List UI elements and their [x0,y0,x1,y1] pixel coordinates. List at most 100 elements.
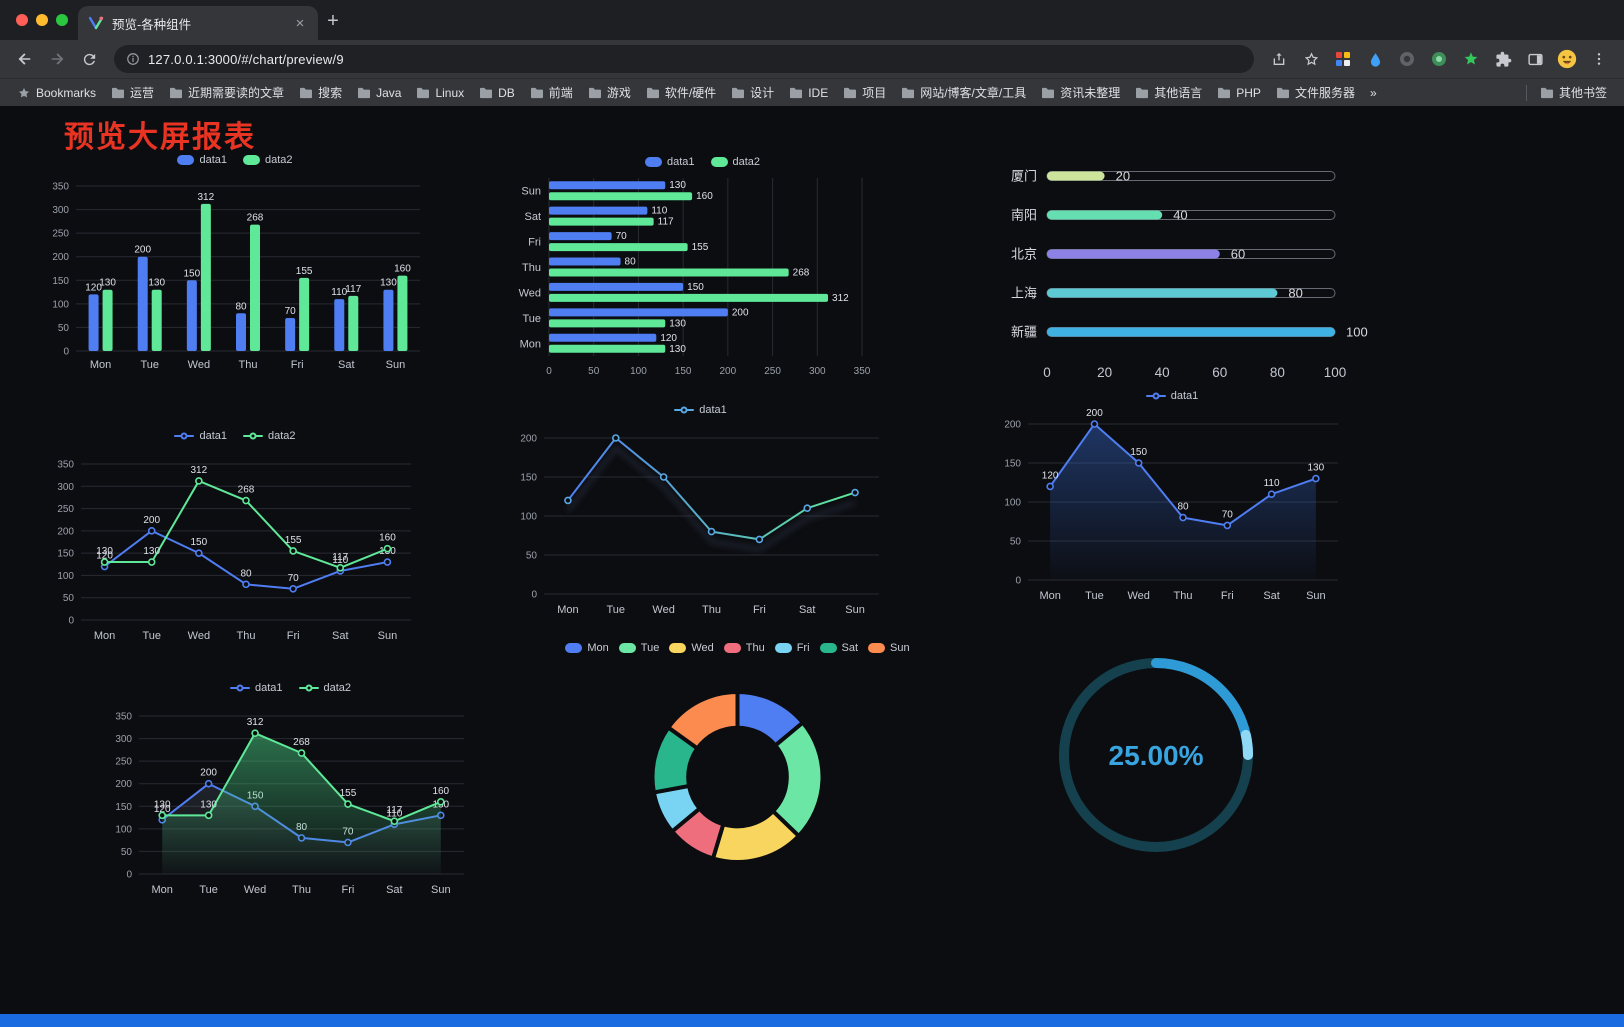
share-button[interactable] [1264,44,1294,74]
svg-text:268: 268 [247,213,264,224]
legend-item-Sun[interactable]: Sun [868,642,910,654]
legend-item-Tue[interactable]: Tue [618,642,659,654]
legend-item-data1[interactable]: data1 [229,682,283,694]
legend-item-Thu[interactable]: Thu [723,642,765,654]
new-tab-button[interactable]: + [327,9,339,32]
page-title: 预览大屏报表 [64,121,256,154]
bookmark-folder[interactable]: 搜索 [292,81,349,104]
site-info-icon[interactable] [126,52,140,66]
bookmark-folder[interactable]: PHP [1210,83,1268,103]
active-tab[interactable]: 预览-各种组件 × [78,6,318,40]
svg-text:200: 200 [143,515,160,526]
folder-icon [358,87,371,98]
back-button[interactable] [10,44,40,74]
svg-text:130: 130 [148,278,165,289]
svg-text:150: 150 [1004,459,1021,470]
address-bar[interactable]: 127.0.0.1:3000/#/chart/preview/9 [114,45,1254,73]
bookmark-folder[interactable]: DB [472,83,522,103]
forward-button[interactable] [42,44,72,74]
svg-text:Thu: Thu [239,359,258,371]
svg-text:Mon: Mon [557,604,578,616]
bookmark-this-tab-button[interactable] [1296,44,1326,74]
url-text[interactable]: 127.0.0.1:3000/#/chart/preview/9 [148,51,344,67]
svg-text:130: 130 [154,799,171,810]
multi-line-chart: data1 data2 0 50 100 150 200 250 300 350 Mon Tue We… [45,426,425,646]
bookmark-folder[interactable]: Java [350,83,408,103]
reload-button[interactable] [74,44,104,74]
svg-text:Wed: Wed [1128,590,1150,602]
profile-avatar[interactable] [1552,44,1582,74]
legend-item-data1[interactable]: data1 [644,156,695,168]
legend-item-data1[interactable]: data1 [674,404,727,416]
svg-text:130: 130 [669,344,686,355]
svg-text:Thu: Thu [237,630,256,642]
browser-menu-button[interactable] [1584,44,1614,74]
other-bookmarks-item[interactable]: 其他书签 [1533,81,1614,104]
bookmark-folder-label: 搜索 [318,86,343,100]
bookmark-folder-label: 近期需要读的文章 [188,86,285,100]
legend-item-data1[interactable]: data1 [177,154,227,166]
extension-green-button[interactable] [1424,44,1454,74]
bookmark-folder[interactable]: IDE [782,83,835,103]
tab-close-icon[interactable]: × [295,14,305,32]
bookmark-folder[interactable]: Linux [409,83,471,103]
legend-item-Sat[interactable]: Sat [819,642,858,654]
bookmark-folder[interactable]: 资讯未整理 [1034,81,1127,104]
bookmark-folder[interactable]: 运营 [104,81,161,104]
legend-item-Mon[interactable]: Mon [565,642,609,654]
svg-text:100: 100 [630,366,647,377]
sidebar-toggle-button[interactable] [1520,44,1550,74]
legend-item-Wed[interactable]: Wed [669,642,714,654]
bookmark-folder[interactable]: 网站/博客/文章/工具 [894,81,1033,104]
avatar-emoji-icon [1557,49,1577,69]
legend-item-data2[interactable]: data2 [243,154,293,166]
legend-item-data1[interactable]: data1 [174,430,227,442]
chart-canvas: 0 50 100 150 200 250 300 350 Mon Tue Wed Thu Fri Sat S… [57,460,411,642]
svg-text:150: 150 [675,366,692,377]
close-window-button[interactable] [16,14,28,26]
legend-item-data2[interactable]: data2 [243,430,296,442]
extension-circle-button[interactable] [1392,44,1422,74]
bookmark-folder[interactable]: 其他语言 [1128,81,1209,104]
svg-text:Mon: Mon [90,359,111,371]
bookmark-folder[interactable]: 软件/硬件 [639,81,723,104]
legend-item-data1[interactable]: data1 [1145,390,1198,402]
svg-text:Fri: Fri [287,630,300,642]
zoom-window-button[interactable] [56,14,68,26]
folder-icon [417,87,430,98]
svg-text:130: 130 [380,278,397,289]
svg-text:110: 110 [651,206,667,217]
chart-canvas: 25.00% [1059,658,1253,852]
legend-item-Fri[interactable]: Fri [774,642,810,654]
legend-item-data2[interactable]: data2 [710,156,760,168]
folder-icon [1276,87,1289,98]
svg-text:Sun: Sun [845,604,865,616]
extension-star-button[interactable] [1456,44,1486,74]
bookmark-folder[interactable]: 设计 [724,81,781,104]
legend-item-data2[interactable]: data2 [298,682,351,694]
bookmarks-overflow-chevron[interactable]: » [1369,85,1377,100]
bookmarks-manager-item[interactable]: Bookmarks [10,83,103,103]
minimize-window-button[interactable] [36,14,48,26]
bookmark-folder[interactable]: 项目 [836,81,893,104]
extension-grid-button[interactable] [1328,44,1358,74]
extension-drop-button[interactable] [1360,44,1390,74]
bookmark-folder[interactable]: 近期需要读的文章 [162,81,291,104]
folder-icon [170,87,183,98]
bookmark-folder[interactable]: 文件服务器 [1269,81,1362,104]
other-bookmarks-area: 其他书签 [1525,81,1614,104]
menu-kebab-icon [1597,53,1601,65]
svg-text:300: 300 [809,366,826,377]
folder-icon [844,87,857,98]
svg-text:300: 300 [115,734,132,745]
extensions-button[interactable] [1488,44,1518,74]
bookmark-folder[interactable]: 游戏 [581,81,638,104]
chart-canvas: 厦门 20 南阳 40 北京 60 上海 80 新疆 100 0 20 40 60 80 100 [1011,169,1368,381]
extension-green-icon [1432,52,1446,66]
svg-text:Wed: Wed [188,630,210,642]
extensions-puzzle-icon [1495,51,1511,67]
folder-icon [902,87,915,98]
bookmark-folder[interactable]: 前端 [523,81,580,104]
bookmark-star-icon [1304,51,1318,65]
svg-text:200: 200 [720,366,737,377]
